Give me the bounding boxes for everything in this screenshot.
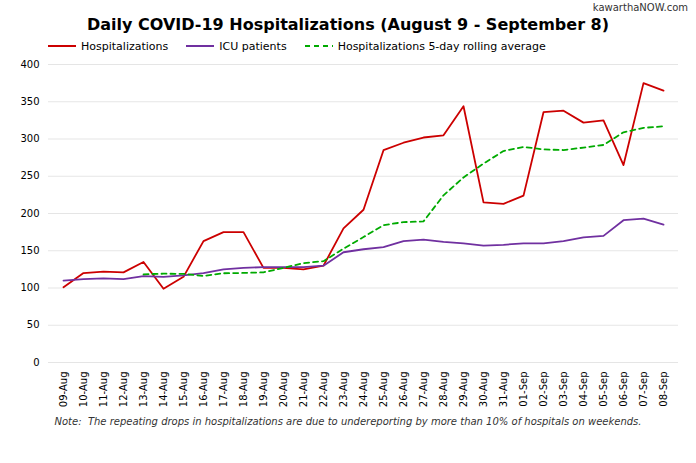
svg-text:09-Aug: 09-Aug: [58, 372, 69, 408]
svg-text:03-Sep: 03-Sep: [558, 372, 569, 407]
svg-text:16-Aug: 16-Aug: [198, 372, 209, 408]
svg-text:350: 350: [20, 96, 39, 107]
svg-text:0: 0: [33, 357, 39, 368]
svg-text:17-Aug: 17-Aug: [218, 372, 229, 408]
svg-text:12-Aug: 12-Aug: [118, 372, 129, 408]
svg-text:28-Aug: 28-Aug: [438, 372, 449, 408]
svg-text:06-Sep: 06-Sep: [618, 372, 629, 407]
svg-text:01-Sep: 01-Sep: [518, 372, 529, 407]
svg-text:24-Aug: 24-Aug: [358, 372, 369, 408]
svg-text:07-Sep: 07-Sep: [638, 372, 649, 407]
svg-text:31-Aug: 31-Aug: [498, 372, 509, 408]
html-text:Hospitalizations 5-day rolling: Hospitalizations 5-day rolling average: [337, 39, 546, 53]
svg-text:20-Aug: 20-Aug: [278, 372, 289, 408]
svg-text:27-Aug: 27-Aug: [418, 372, 429, 408]
svg-text:29-Aug: 29-Aug: [458, 372, 469, 408]
svg-text:30-Aug: 30-Aug: [478, 372, 489, 408]
svg-text:26-Aug: 26-Aug: [398, 372, 409, 408]
svg-text:150: 150: [20, 245, 39, 256]
svg-text:14-Aug: 14-Aug: [158, 372, 169, 408]
html-text:Daily COVID-19 Hospitalization: Daily COVID-19 Hospitalizations (August …: [86, 15, 610, 34]
svg-text:22-Aug: 22-Aug: [318, 372, 329, 408]
html-text:ICU patients: ICU patients: [219, 39, 287, 53]
svg-text:300: 300: [20, 133, 39, 144]
svg-text:08-Sep: 08-Sep: [658, 372, 669, 407]
svg-text:250: 250: [20, 170, 39, 181]
svg-text:05-Sep: 05-Sep: [598, 372, 609, 407]
svg-text:200: 200: [20, 208, 39, 219]
html-text:Hospitalizations: Hospitalizations: [81, 39, 169, 53]
svg-text:400: 400: [20, 59, 39, 70]
svg-text:02-Sep: 02-Sep: [538, 372, 549, 407]
svg-text:25-Aug: 25-Aug: [378, 372, 389, 408]
svg-text:04-Sep: 04-Sep: [578, 372, 589, 407]
svg-text:23-Aug: 23-Aug: [338, 372, 349, 408]
svg-text:13-Aug: 13-Aug: [138, 372, 149, 408]
html-text:kawarthaNOW.com: kawarthaNOW.com: [592, 2, 688, 13]
svg-text:18-Aug: 18-Aug: [238, 372, 249, 408]
svg-text:21-Aug: 21-Aug: [298, 372, 309, 408]
svg-text:100: 100: [20, 282, 39, 293]
svg-text:10-Aug: 10-Aug: [78, 372, 89, 408]
svg-text:50: 50: [27, 319, 40, 330]
svg-text:19-Aug: 19-Aug: [258, 372, 269, 408]
svg-text:15-Aug: 15-Aug: [178, 372, 189, 408]
html-text:Note: The repeating drops in h: Note: The repeating drops in hospitaliza…: [54, 416, 642, 427]
svg-text:11-Aug: 11-Aug: [98, 372, 109, 408]
